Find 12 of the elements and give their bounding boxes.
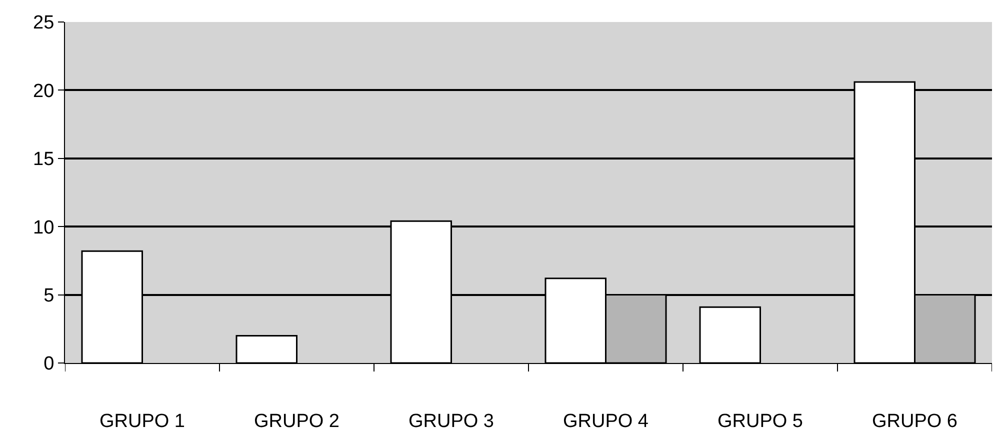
y-tick-label: 20: [33, 80, 54, 102]
y-tick-label: 0: [44, 354, 54, 375]
x-tick-label: GRUPO 4: [562, 410, 649, 432]
y-tick-label: 15: [33, 149, 54, 170]
x-tick-label: GRUPO 6: [872, 410, 958, 432]
x-tick-label: GRUPO 3: [408, 410, 494, 432]
x-tick-label: GRUPO 5: [717, 410, 804, 432]
x-tick-label: GRUPO 2: [254, 410, 340, 432]
y-tick-label: 5: [44, 285, 54, 306]
y-tick-label: 25: [33, 12, 54, 34]
y-tick-label: 10: [33, 217, 54, 238]
x-tick-label: GRUPO 1: [99, 410, 186, 432]
